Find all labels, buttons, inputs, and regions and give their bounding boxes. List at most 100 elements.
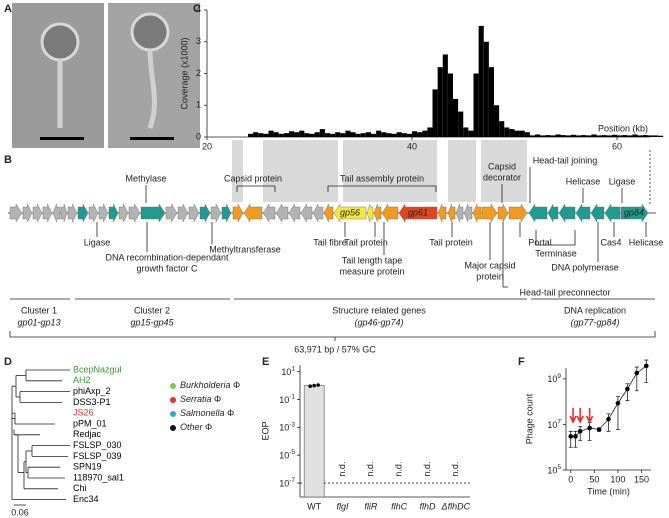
point	[634, 370, 640, 376]
y-tick-label: 105	[547, 464, 561, 476]
coverage-bar	[268, 130, 274, 137]
y-tick-label: 10-3	[279, 421, 295, 433]
coverage-bar	[576, 135, 582, 137]
coverage-bar	[417, 132, 423, 137]
coverage-bar	[319, 129, 325, 137]
panel-label: F	[518, 356, 525, 368]
coverage-bar	[345, 130, 351, 137]
gene-function-label: protein	[476, 271, 504, 281]
taxon-label: phiAxp_2	[73, 386, 111, 396]
y-tick-label: 10-1	[279, 393, 295, 405]
gene-arrow	[366, 203, 374, 223]
y-axis-label: Phage count	[524, 393, 534, 444]
x-tick-label: ΔflhDC	[441, 501, 471, 511]
coverage-bar	[330, 133, 336, 137]
phage-tail	[147, 49, 157, 129]
gene-label: gp56	[340, 207, 360, 217]
coverage-bar	[278, 133, 284, 137]
replicate-point	[308, 384, 312, 389]
panel-label: A	[4, 3, 12, 15]
coverage-bar	[376, 130, 382, 137]
gene-arrow	[558, 203, 576, 223]
coverage-bar	[304, 133, 310, 137]
taxon-label: AH2	[73, 375, 91, 385]
shade	[481, 140, 527, 202]
coverage-bar	[565, 135, 571, 137]
y-tick-label: 3	[196, 36, 201, 46]
micrographs	[12, 3, 200, 148]
y-tick-label: 1	[196, 100, 201, 110]
error-bar	[634, 366, 639, 392]
coverage-bar	[406, 133, 412, 137]
gene-function-label: Ligase	[84, 237, 111, 247]
legend-dot	[170, 383, 176, 389]
scale-bar	[130, 137, 174, 140]
coverage-bar	[263, 133, 269, 137]
coverage-bar	[447, 73, 453, 137]
cluster-genes: gp01-gp13	[17, 317, 60, 327]
coverage-bar	[350, 132, 356, 137]
gene-arrow	[288, 203, 301, 223]
panel-label: B	[4, 154, 12, 166]
gene-arrow	[590, 203, 605, 223]
coverage-bar	[335, 132, 341, 137]
gene-arrow	[67, 203, 78, 223]
coverage-bar	[524, 132, 530, 137]
x-tick-label: WT	[307, 501, 321, 511]
coverage-bar	[591, 134, 597, 137]
point	[596, 427, 602, 432]
gene-function-label: DNA polymerase	[551, 262, 619, 272]
gene-arrow	[177, 203, 189, 223]
coverage-bar	[488, 67, 494, 137]
y-tick-label: 10-7	[279, 477, 295, 489]
gene-function-label: Tail length tape	[342, 255, 403, 265]
gene-function-label: Capsid protein	[224, 173, 282, 183]
legend-label: Salmonella Φ	[180, 408, 234, 418]
gene-function-label: Helicase	[629, 237, 664, 247]
panel-label: E	[262, 356, 269, 368]
coverage-bar	[519, 130, 525, 137]
taxon-label: Enc34	[73, 494, 99, 504]
y-axis-label: EOP	[260, 421, 270, 440]
x-tick-label: 20	[202, 141, 212, 151]
coverage-bar	[289, 131, 295, 137]
value-label: n.d.	[337, 462, 347, 477]
coverage-bar	[412, 131, 418, 137]
gene-function-label: Tail protein	[344, 237, 388, 247]
gene-function-label: decorator	[483, 172, 521, 182]
gene-arrow	[604, 203, 621, 223]
error-bar	[587, 422, 592, 441]
gene-arrow	[620, 203, 649, 223]
coverage-bar	[253, 132, 259, 137]
gene-function-label: Tail fibre	[313, 237, 347, 247]
taxon-label: JS26	[73, 408, 94, 418]
taxon-label: DSS3-P1	[73, 397, 111, 407]
coverage-bar	[324, 133, 330, 137]
value-label: n.d.	[394, 462, 404, 477]
cluster-genes: gp15-gp45	[130, 317, 174, 327]
x-tick-label: fliR	[364, 501, 377, 511]
gene-arrow	[128, 203, 141, 223]
legend-dot	[170, 411, 176, 417]
gene-arrow	[188, 203, 200, 223]
gene-arrow	[232, 203, 244, 223]
x-tick-label: 100	[610, 474, 625, 484]
gene-function-label: Head-tail preconnector	[519, 287, 610, 297]
gene-arrow	[312, 203, 324, 223]
coverage-bar	[581, 135, 587, 137]
coverage-bar	[371, 133, 377, 137]
coverage-bar	[386, 133, 392, 137]
gene-function-label: DNA recombination-dependant	[105, 252, 229, 262]
coverage-bar	[294, 132, 300, 137]
gene-arrow	[52, 203, 61, 223]
bracket	[535, 230, 576, 246]
gene-arrow	[381, 203, 399, 223]
treatment-arrow	[576, 408, 584, 424]
gene-arrow	[60, 203, 68, 223]
y-axis-label: Coverage (x1000)	[179, 37, 189, 109]
taxon-label: 118970_sal1	[73, 472, 124, 482]
gene-arrow	[262, 203, 276, 223]
panel-label: D	[4, 356, 12, 368]
point	[577, 428, 583, 434]
